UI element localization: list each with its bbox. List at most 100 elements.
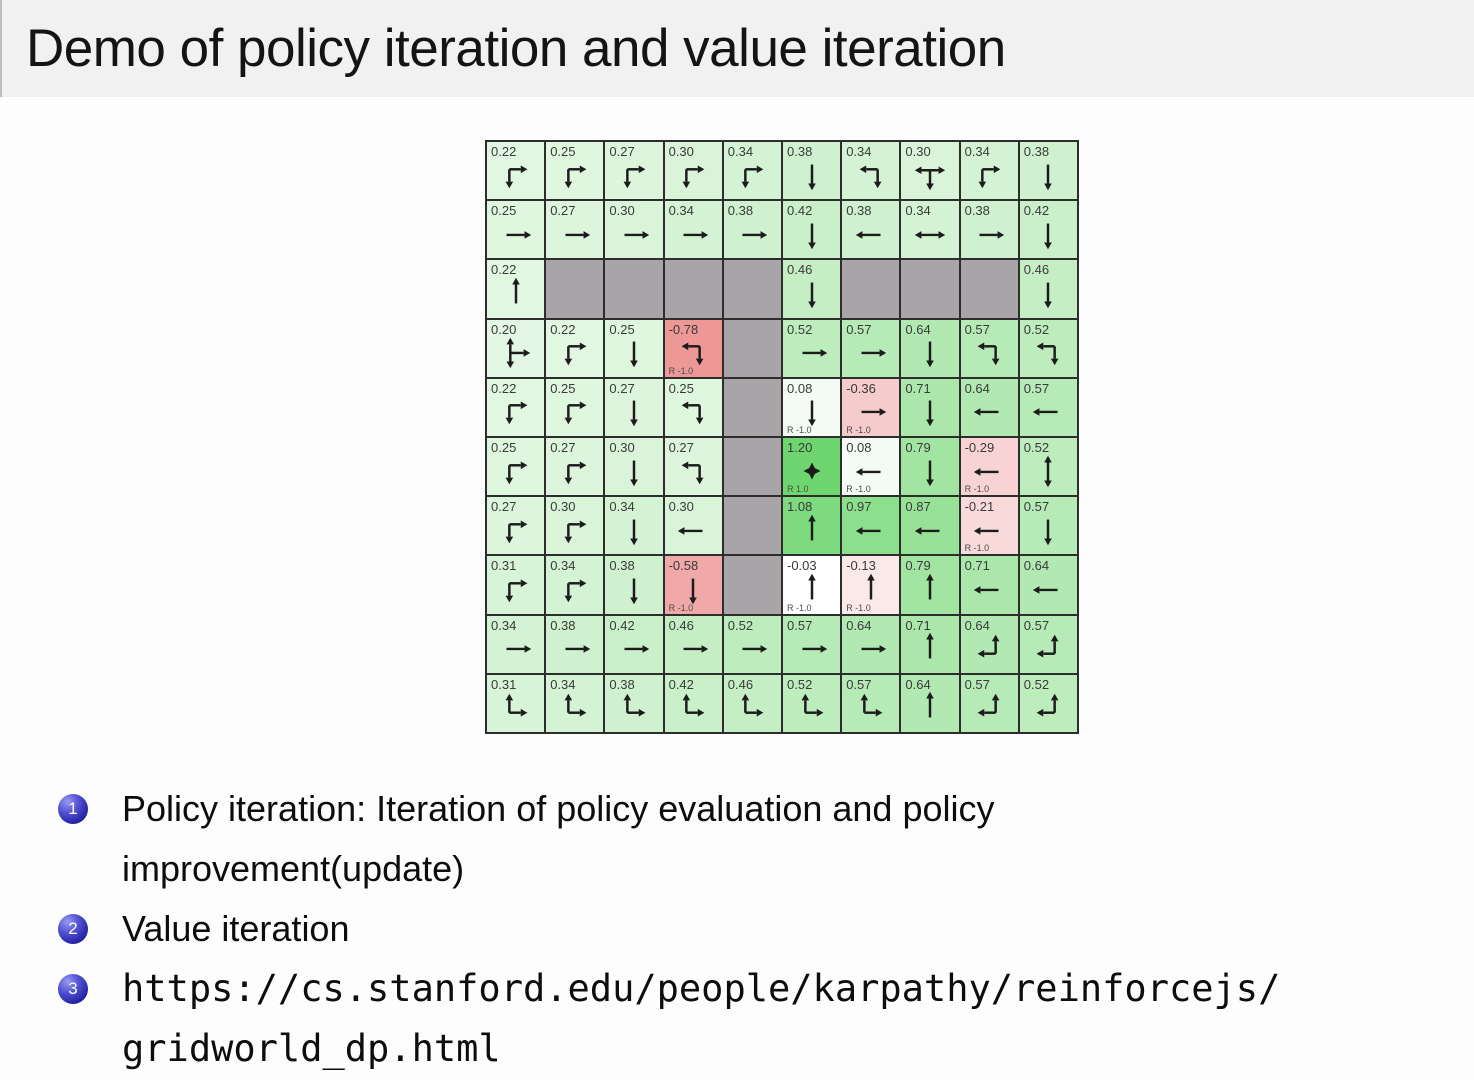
policy-arrow-down-right-icon [564, 520, 587, 544]
bullet-item-value-iteration: 2 Value iteration [58, 899, 1458, 959]
policy-arrow-right-icon [802, 349, 827, 357]
cell-value: 0.27 [550, 440, 576, 455]
cell-value: 0.71 [905, 617, 931, 633]
policy-arrow-down-icon [1044, 282, 1053, 309]
policy-arrow-down-icon [630, 578, 638, 605]
enumeration-badge-2: 2 [58, 914, 88, 944]
grid-cell: 0.57 [960, 674, 1018, 732]
cell-value: 0.52 [1023, 676, 1050, 692]
policy-arrow-right-icon [742, 230, 768, 239]
grid-wall-cell [723, 378, 781, 436]
policy-arrow-down-icon [926, 341, 934, 368]
cell-reward-label: R -1.0 [846, 425, 871, 435]
policy-arrow-down-right-icon [505, 579, 527, 603]
grid-cell: 0.30 [901, 142, 959, 200]
policy-arrow-up-icon [511, 277, 520, 304]
cell-value: 0.27 [491, 499, 517, 515]
grid-cell: 0.46 [1019, 260, 1077, 318]
grid-cell: 0.34 [546, 674, 604, 732]
cell-value: 1.20 [787, 440, 813, 455]
cell-reward-label: R -1.0 [668, 365, 694, 376]
cell-reward-label: R -1.0 [846, 602, 871, 613]
cell-value: 0.25 [668, 380, 694, 396]
policy-arrow-up-left-icon [977, 634, 1000, 658]
cell-value: 0.34 [491, 617, 517, 633]
grid-cell: 0.38 [1019, 142, 1077, 200]
policy-arrow-right-icon [861, 645, 886, 653]
cell-value: 1.08 [787, 499, 813, 515]
goal-diamond-icon [803, 462, 821, 480]
grid-cell: 0.27 [546, 201, 604, 259]
cell-value: 0.25 [491, 203, 517, 219]
grid-cell: 0.34 [901, 201, 959, 259]
cell-value: 0.46 [727, 676, 754, 692]
grid-cell: 0.42 [783, 201, 841, 259]
policy-arrow-down-icon [630, 400, 638, 427]
cell-value: 0.25 [550, 144, 576, 159]
policy-arrow-down-icon [1044, 223, 1053, 249]
cell-value: 0.57 [1023, 617, 1050, 633]
grid-wall-cell [723, 260, 781, 318]
grid-cell: 0.52 [783, 319, 841, 377]
cell-value: 0.57 [846, 321, 872, 337]
policy-arrow-right-icon [565, 230, 590, 239]
cell-value: 0.38 [550, 617, 576, 633]
policy-arrow-right-icon [506, 645, 531, 653]
grid-wall-cell [664, 260, 722, 318]
policy-arrow-up-icon [807, 514, 816, 541]
cell-value: 0.31 [491, 676, 517, 692]
grid-cell: -0.36 R -1.0 [842, 378, 900, 436]
cell-value: 0.64 [964, 617, 990, 633]
policy-arrow-down-icon [807, 282, 816, 309]
grid-cell: 0.08 R -1.0 [842, 438, 900, 496]
grid-cell: 0.27 [605, 142, 663, 200]
grid-wall-cell [842, 260, 900, 318]
policy-arrow-down-icon [689, 578, 697, 605]
url-link[interactable]: https://cs.stanford.edu/people/karpathy/… [122, 967, 1281, 1010]
cell-value: 0.57 [964, 676, 990, 692]
grid-cell: 0.27 [546, 438, 604, 496]
cell-value: 0.08 [787, 380, 813, 396]
cell-value: 0.30 [905, 144, 931, 159]
grid-wall-cell [605, 260, 663, 318]
cell-value: 0.64 [905, 321, 931, 337]
grid-cell: 0.57 [1019, 497, 1077, 555]
cell-value: 0.31 [491, 558, 517, 574]
policy-arrow-up-left-icon [977, 694, 1000, 717]
slide-title-bar: Demo of policy iteration and value itera… [0, 0, 1474, 97]
grid-cell: 0.64 [960, 378, 1018, 436]
grid-cell: 0.46 [664, 615, 722, 673]
cell-value: 0.87 [905, 499, 931, 515]
grid-cell: 0.64 [842, 615, 900, 673]
policy-arrow-up-icon [926, 632, 934, 659]
grid-cell: -0.29 R -1.0 [960, 438, 1018, 496]
policy-arrow-left-right-down-icon [914, 166, 946, 190]
policy-arrow-down-right-icon [741, 165, 764, 188]
grid-cell: 0.34 [960, 142, 1018, 200]
grid-cell: 0.30 [605, 201, 663, 259]
policy-arrow-right-icon [565, 645, 590, 653]
policy-arrow-up-right-icon [801, 694, 823, 717]
policy-arrow-right-icon [683, 645, 709, 653]
grid-cell: 1.08 [783, 497, 841, 555]
policy-arrow-right-icon [742, 645, 768, 653]
cell-reward-label: R -1.0 [964, 543, 990, 554]
cell-value: 0.42 [668, 676, 694, 692]
cell-value: 0.08 [846, 440, 872, 455]
policy-arrow-down-icon [1044, 164, 1053, 190]
bullet-list: 1 Policy iteration: Iteration of policy … [58, 779, 1458, 1079]
grid-wall-cell [546, 260, 604, 318]
policy-arrow-down-right-icon [978, 165, 1001, 188]
policy-arrow-down-right-icon [505, 401, 527, 425]
grid-cell: 0.25 [487, 438, 545, 496]
policy-arrow-right-icon [683, 230, 709, 239]
bullet-item-policy-iteration: 1 Policy iteration: Iteration of policy … [58, 779, 1458, 899]
cell-value: 0.34 [668, 203, 694, 219]
grid-cell: 0.30 [605, 438, 663, 496]
cell-value: -0.29 [964, 440, 995, 455]
url-link[interactable]: gridworld_dp.html [122, 1027, 501, 1070]
cell-value: 0.27 [609, 144, 635, 159]
grid-cell: 0.42 [1019, 201, 1077, 259]
grid-cell: 0.25 [546, 142, 604, 200]
cell-value: 0.30 [668, 499, 694, 515]
